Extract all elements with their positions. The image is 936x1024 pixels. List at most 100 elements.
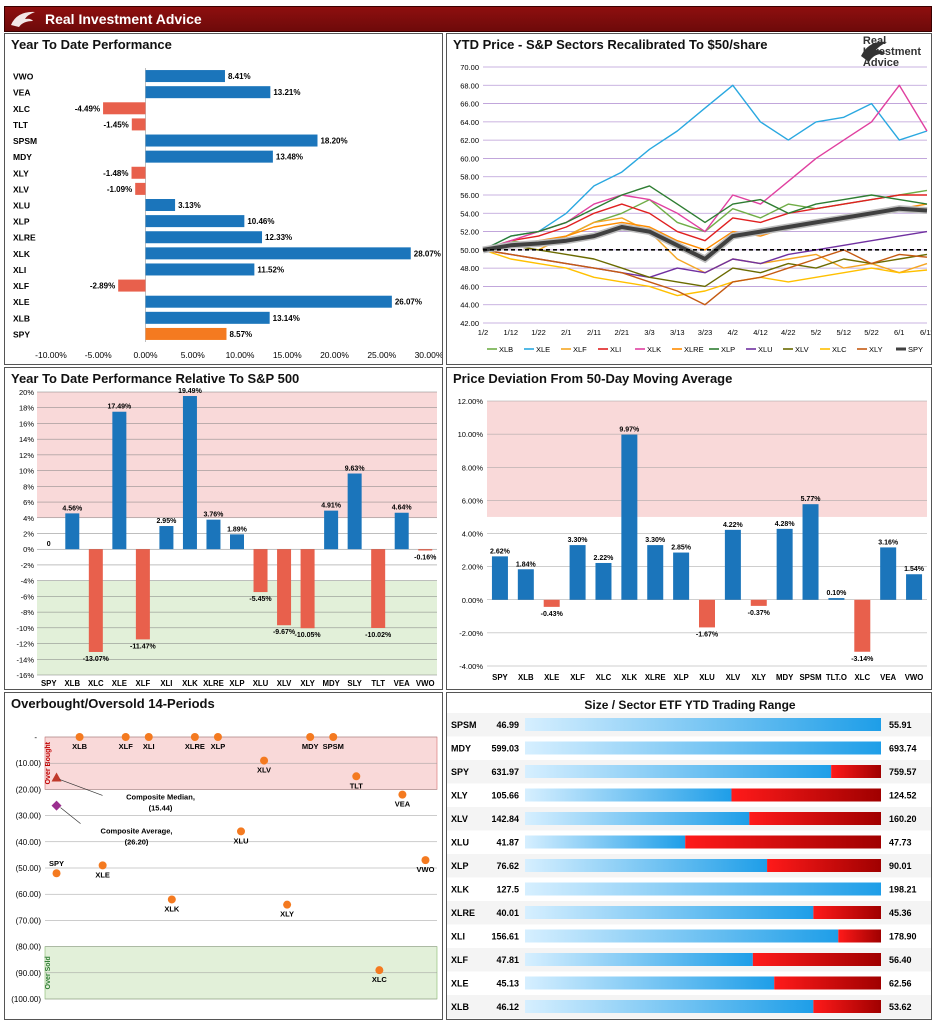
x-tick-label: 2/1: [561, 328, 571, 337]
row-low: 46.99: [496, 720, 519, 730]
data-label: 1.84%: [516, 561, 537, 568]
point-xly: [283, 900, 292, 909]
row-high: 693.74: [889, 744, 917, 754]
y-tick-label: 4.00%: [462, 530, 484, 539]
x-tick-label: 2/11: [587, 328, 601, 337]
data-label: 3.30%: [645, 537, 666, 544]
sector-prices-panel: YTD Price - S&P Sectors Recalibrated To …: [446, 33, 932, 365]
row-name: XLRE: [451, 908, 475, 918]
data-label: -3.14%: [851, 656, 874, 663]
range-remaining-xlv: [749, 812, 881, 825]
y-tick-label: (80.00): [16, 943, 42, 952]
range-bar-spy: [525, 765, 832, 778]
x-tick-label: XLRE: [645, 673, 666, 682]
point-label: SPY: [49, 859, 64, 868]
y-tick-label: (10.00): [16, 759, 42, 768]
row-name: XLY: [451, 791, 468, 801]
y-tick-label: 66.00: [460, 100, 479, 109]
row-low: 127.5: [496, 885, 519, 895]
series-line-xlc: [482, 249, 928, 297]
category-label: MDY: [13, 152, 32, 162]
row-high: 759.57: [889, 767, 917, 777]
x-tick-label: VWO: [905, 673, 924, 682]
relative-performance-panel: Year To Date Performance Relative To S&P…: [4, 367, 443, 690]
category-label: XLY: [13, 168, 29, 178]
bar-spy: [145, 327, 227, 340]
deviation-chart: -4.00% -2.00% 0.00% 2.00% 4.00% 6.00% 8.00% 10.…: [458, 397, 927, 682]
panel-title: Year To Date Performance: [11, 37, 172, 52]
panel-title: Size / Sector ETF YTD Trading Range: [584, 698, 796, 712]
row-low: 105.66: [491, 791, 519, 801]
row-high: 45.36: [889, 908, 912, 918]
category-label: XLI: [13, 265, 26, 275]
row-low: 156.61: [491, 932, 519, 942]
x-tick-label: SPY: [492, 673, 508, 682]
relative-performance-chart: -16% -14% -12% -10% -8% -6% -4% -2% 0% 2% 4% 6% 8% 10…: [16, 388, 437, 688]
bar-xlc: [103, 102, 146, 115]
row-name: SPY: [451, 767, 469, 777]
y-tick-label: (70.00): [16, 916, 42, 925]
row-low: 76.62: [496, 861, 519, 871]
row-name: SPSM: [451, 720, 477, 730]
panel-title: Overbought/Oversold 14-Periods: [11, 696, 215, 711]
point-xlv: [260, 756, 269, 765]
y-tick-label: -2.00%: [459, 629, 483, 638]
bar-xly: [300, 549, 315, 629]
ytd-performance-chart: VWO 8.41% VEA 13.21% XLC -4.49% TLT -1.45% SPSM 1…: [13, 68, 442, 360]
bar-xlc: [595, 562, 612, 600]
range-bar-xlv: [525, 812, 750, 825]
range-remaining-xle: [774, 976, 881, 990]
data-label: 2.62%: [490, 548, 511, 555]
y-tick-label: 8%: [23, 482, 34, 491]
y-tick-label: (40.00): [16, 838, 42, 847]
category-label: XLE: [13, 297, 30, 307]
point-mdy: [306, 733, 315, 741]
x-tick-label: 3/3: [644, 328, 654, 337]
x-tick-label: 6/11: [920, 328, 932, 337]
row-low: 142.84: [491, 814, 519, 824]
range-bar-xlre: [525, 906, 814, 919]
y-tick-label: 14%: [19, 435, 34, 444]
x-tick-label: XLC: [596, 673, 612, 682]
bar-xlb: [145, 311, 270, 324]
point-xle: [98, 861, 107, 870]
x-tick-label: 3/23: [698, 328, 713, 337]
point-label: XLB: [72, 742, 88, 751]
row-high: 124.52: [889, 791, 917, 801]
row-name: XLV: [451, 814, 468, 824]
y-tick-label: (60.00): [16, 890, 42, 899]
data-label: 17.49%: [107, 404, 132, 411]
range-remaining-xli: [838, 929, 881, 943]
range-remaining-xlb: [813, 1000, 881, 1013]
x-tick-label: TLT.O: [826, 673, 847, 682]
bar-vea: [394, 512, 409, 550]
y-tick-label: 6%: [23, 498, 34, 507]
bar-vwo: [145, 70, 225, 83]
data-label: 0.10%: [826, 590, 847, 597]
panel-title: Year To Date Performance Relative To S&P…: [11, 371, 300, 386]
data-label: 3.76%: [204, 512, 225, 519]
row-name: XLP: [451, 861, 469, 871]
row-name: XLU: [451, 838, 469, 848]
point-spy: [52, 869, 61, 878]
point-tlt: [352, 772, 361, 781]
series-line-xly: [482, 249, 928, 306]
y-tick-label: 18%: [19, 404, 34, 413]
x-tick-label: 1/12: [503, 328, 518, 337]
x-tick-label: XLF: [136, 679, 151, 688]
point-label: VWO: [417, 865, 435, 874]
data-label: -1.45%: [103, 120, 128, 129]
bar-xlb: [517, 569, 534, 600]
point-label: XLE: [95, 870, 110, 879]
data-label: -9.67%: [273, 629, 296, 636]
category-label: XLV: [13, 184, 29, 194]
overbought-zone: [487, 401, 927, 517]
sector-prices-chart: 42.00 44.00 46.00 48.00 50.00 52.00 54.00 56.00…: [460, 63, 932, 354]
x-tick-label: 1/2: [478, 328, 488, 337]
y-tick-label: 20%: [19, 388, 34, 397]
y-tick-label: -4.00%: [459, 662, 483, 671]
bar-xlk: [621, 434, 638, 600]
data-label: 3.30%: [568, 537, 589, 544]
x-tick-label: XLE: [112, 679, 127, 688]
